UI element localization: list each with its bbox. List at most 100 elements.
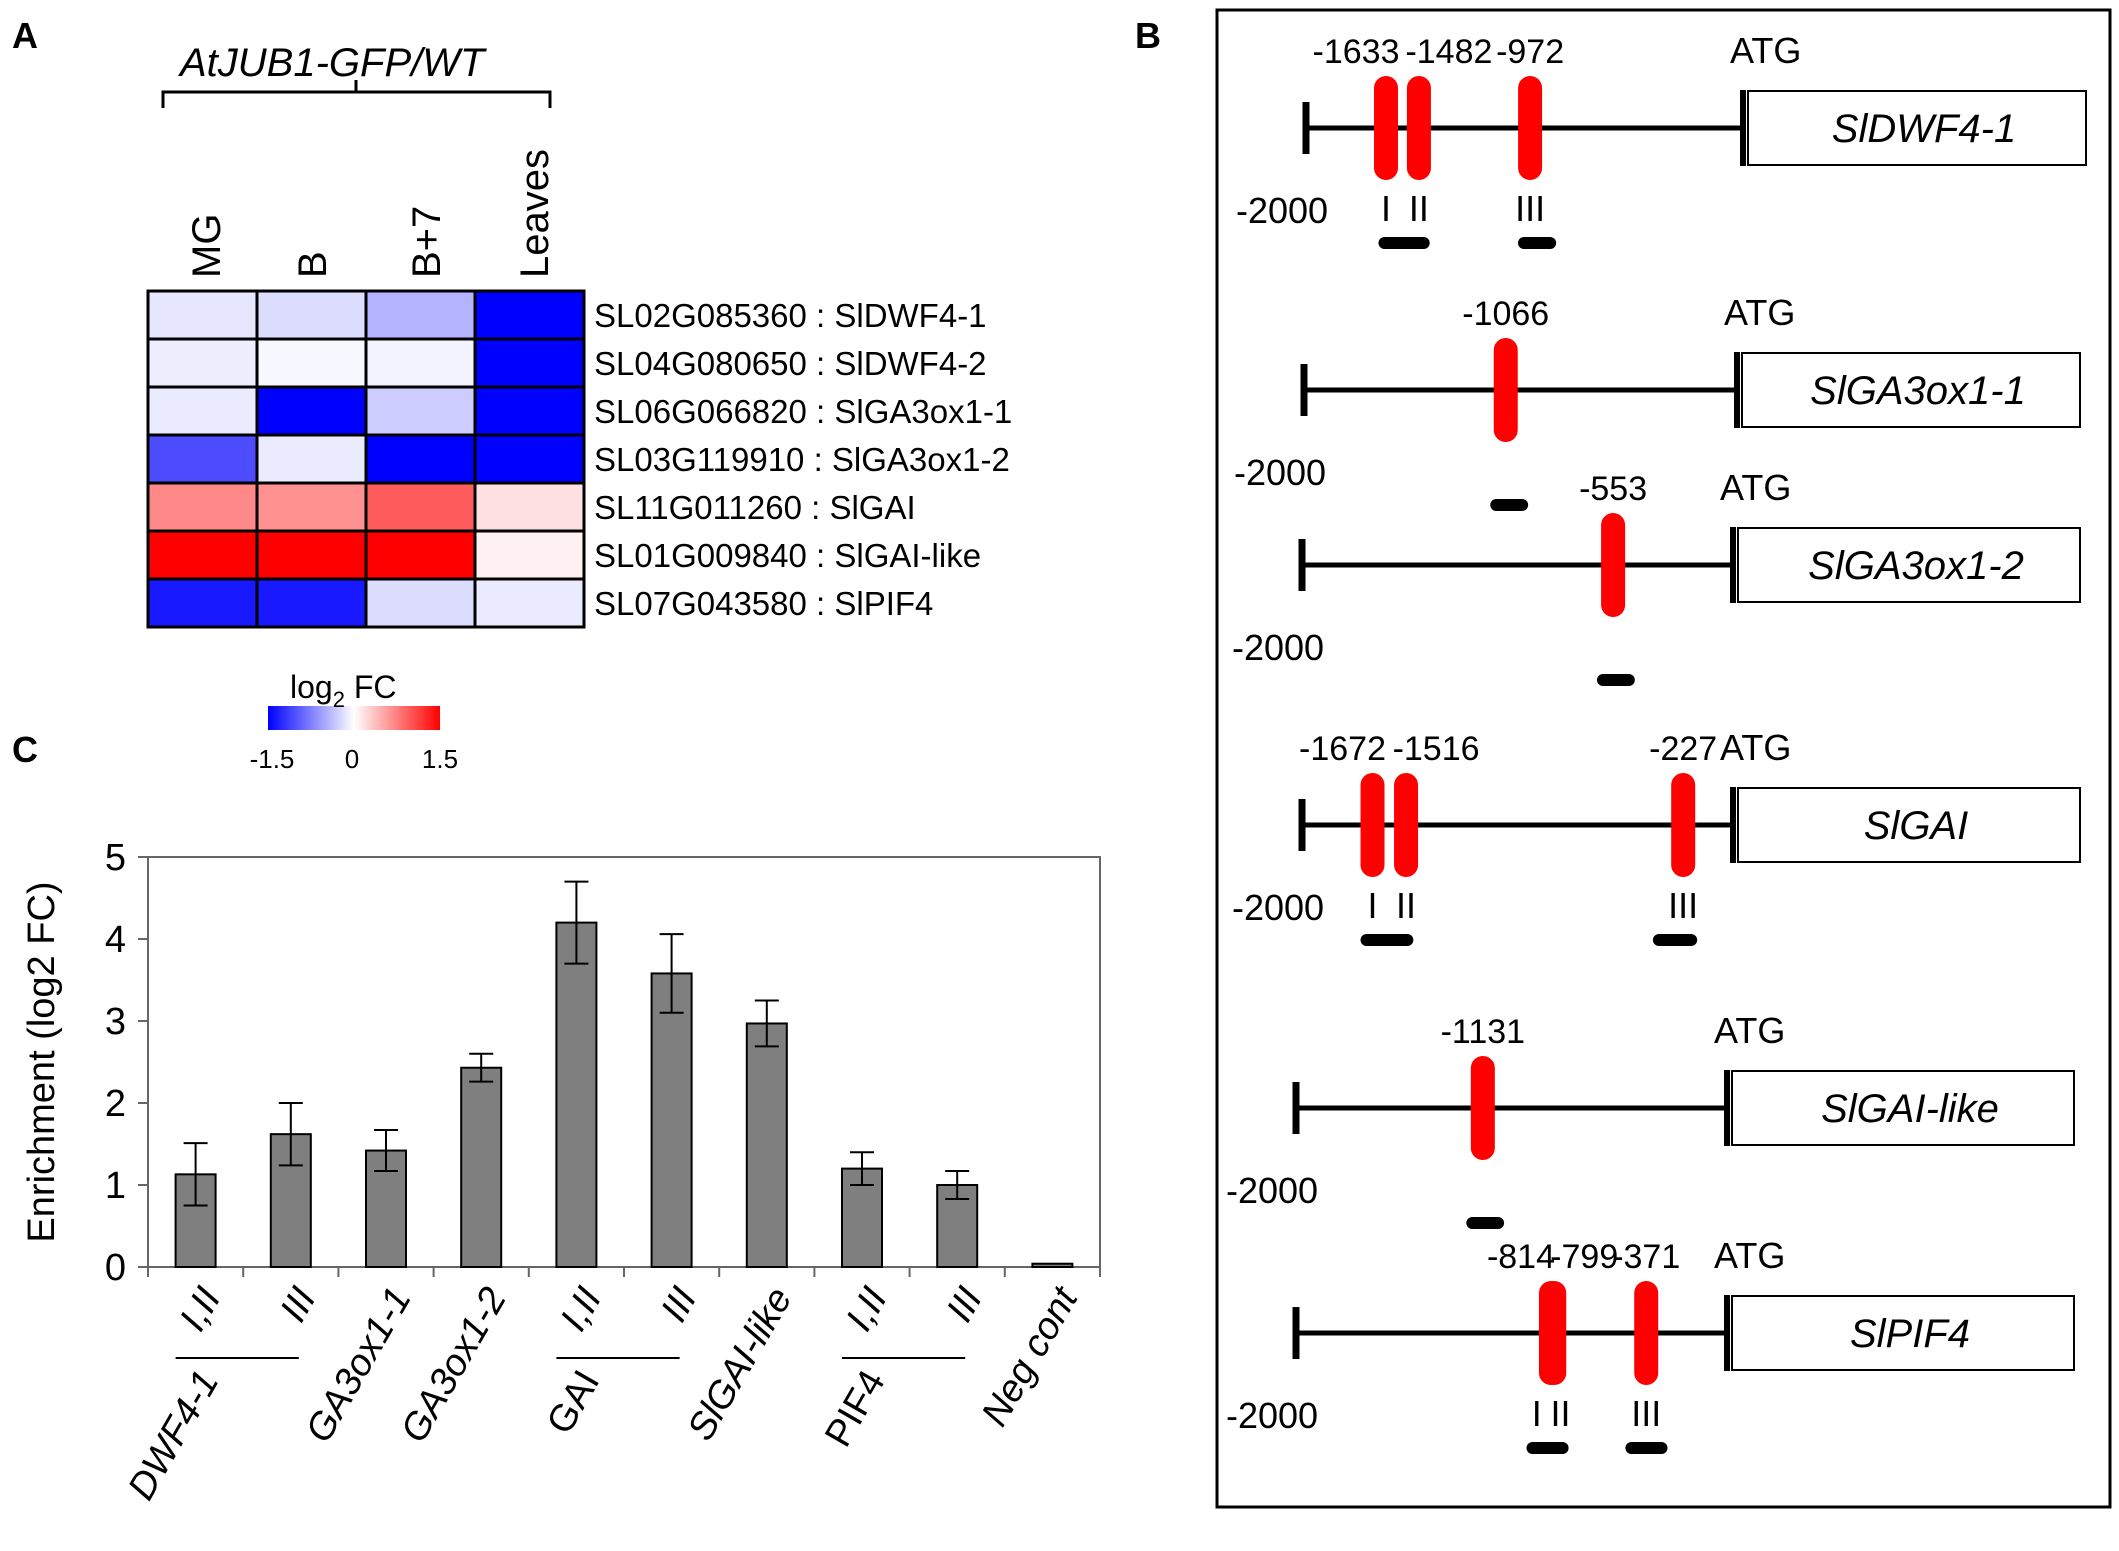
promoter-construct: SlGA3ox1-1 ATG -2000 -1066 <box>1234 292 2081 511</box>
gene-name: SlDWF4-1 <box>1832 107 2016 151</box>
binding-site-position: -972 <box>1496 33 1564 71</box>
binding-site <box>1493 338 1518 442</box>
heatmap-panel: SL02G085360 : SlDWF4-1 SL04G080650 : SlDW… <box>146 41 1012 774</box>
gene-name: SlGA3ox1-2 <box>1808 544 2024 588</box>
binding-site <box>1671 773 1696 877</box>
region-label: I <box>1532 1393 1542 1434</box>
heatmap-column-label: B+7 <box>405 206 449 278</box>
gene-box <box>1737 527 2081 603</box>
heatmap-column-label: B <box>291 251 335 278</box>
group-label: PIF4 <box>817 1364 893 1454</box>
binding-site <box>1406 76 1431 180</box>
x-tick-label: I,II <box>553 1280 611 1338</box>
heatmap-cell <box>364 385 477 437</box>
heatmap-cell <box>364 289 477 341</box>
binding-site <box>1470 1056 1495 1160</box>
heatmap-row-label: SL03G119910 : SlGA3ox1-2 <box>594 441 1010 478</box>
heatmap-row-label: SL04G080650 : SlDWF4-2 <box>594 345 987 382</box>
binding-site <box>1542 1281 1567 1385</box>
binding-site-position: -814 <box>1487 1238 1555 1276</box>
heatmap-cell <box>146 529 259 581</box>
bar <box>555 921 598 1268</box>
y-tick-label: 1 <box>105 1165 126 1207</box>
atg-label: ATG <box>1720 727 1791 768</box>
colorbar-title: log2 FC <box>290 669 397 712</box>
bar <box>1031 1262 1074 1268</box>
region-label: III <box>1631 1393 1661 1434</box>
heatmap-column-label: MG <box>185 214 229 278</box>
y-tick-label: 3 <box>105 1001 126 1043</box>
heatmap-cell <box>255 289 368 341</box>
heatmap-cell <box>146 337 259 389</box>
region-label: II <box>1550 1393 1570 1434</box>
x-tick-label: III <box>272 1280 324 1329</box>
atg-marker <box>1734 352 1740 428</box>
gene-box <box>1737 787 2081 863</box>
atg-label: ATG <box>1724 292 1795 333</box>
heatmap-cell <box>364 337 477 389</box>
panel-label-a: A <box>12 15 38 56</box>
heatmap-row-label: SL02G085360 : SlDWF4-1 <box>594 297 987 334</box>
panel-label-b: B <box>1135 15 1161 56</box>
start-position-label: -2000 <box>1226 1395 1318 1436</box>
atg-marker <box>1724 1070 1730 1146</box>
gene-name: SlGA3ox1-1 <box>1810 369 2026 413</box>
heatmap-cell <box>473 529 586 581</box>
heatmap-cell <box>146 481 259 533</box>
heatmap-cell <box>473 337 586 389</box>
colorbar-title-main: log <box>290 669 333 705</box>
diagram-frame <box>1215 8 2112 1509</box>
heatmap-cell <box>255 577 368 629</box>
start-position-label: -2000 <box>1226 1170 1318 1211</box>
gene-box <box>1747 90 2087 166</box>
binding-site-position: -227 <box>1649 730 1717 768</box>
y-tick-label: 0 <box>105 1247 126 1289</box>
atg-marker <box>1740 90 1746 166</box>
colorbar-title-subscript: 2 <box>333 687 345 712</box>
promoter-construct: SlGA3ox1-2 ATG -2000 -553 <box>1232 467 2081 686</box>
bar <box>745 1022 788 1269</box>
heatmap-cell <box>146 433 259 485</box>
binding-site-position: -553 <box>1579 470 1647 508</box>
heatmap-cell <box>255 529 368 581</box>
x-tick-label: III <box>653 1280 705 1329</box>
heatmap-cell <box>473 385 586 437</box>
y-tick-label: 4 <box>105 919 126 961</box>
heatmap-row-label: SL07G043580 : SlPIF4 <box>594 585 933 622</box>
promoter-construct: SlGAI-like ATG -2000 -1131 <box>1226 1010 2075 1229</box>
binding-site <box>1360 773 1385 877</box>
start-position-label: -2000 <box>1236 190 1328 231</box>
y-axis-title: Enrichment (log2 FC) <box>21 881 63 1242</box>
gene-name: SlGAI-like <box>1821 1087 1999 1131</box>
gene-box <box>1731 1295 2075 1371</box>
gene-name: SlGAI <box>1864 804 1968 848</box>
atg-label: ATG <box>1714 1010 1785 1051</box>
group-label: DWF4-1 <box>120 1364 227 1508</box>
heatmap-cell <box>255 385 368 437</box>
binding-site-position: -1482 <box>1405 33 1492 71</box>
heatmap-row-label: SL01G009840 : SlGAI-like <box>594 537 981 574</box>
heatmap-cell <box>364 481 477 533</box>
start-position-label: -2000 <box>1232 887 1324 928</box>
region-label: II <box>1409 188 1429 229</box>
heatmap-cell <box>364 433 477 485</box>
heatmap-group-label: AtJUB1-GFP/WT <box>178 41 487 85</box>
atg-label: ATG <box>1730 30 1801 71</box>
binding-site <box>1394 773 1419 877</box>
y-tick-label: 2 <box>105 1083 126 1125</box>
heatmap-cell <box>473 433 586 485</box>
binding-site <box>1634 1281 1659 1385</box>
heatmap-cell <box>255 481 368 533</box>
atg-marker <box>1730 527 1736 603</box>
binding-site-position: -799 <box>1550 1238 1618 1276</box>
heatmap-column-label: Leaves <box>513 149 557 278</box>
colorbar <box>268 706 440 730</box>
heatmap-row-label: SL06G066820 : SlGA3ox1-1 <box>594 393 1012 430</box>
binding-site-position: -1516 <box>1393 730 1480 768</box>
panel-label-c: C <box>12 729 38 770</box>
heatmap-cell <box>364 529 477 581</box>
heatmap-row-label: SL11G011260 : SlGAI <box>594 489 916 526</box>
